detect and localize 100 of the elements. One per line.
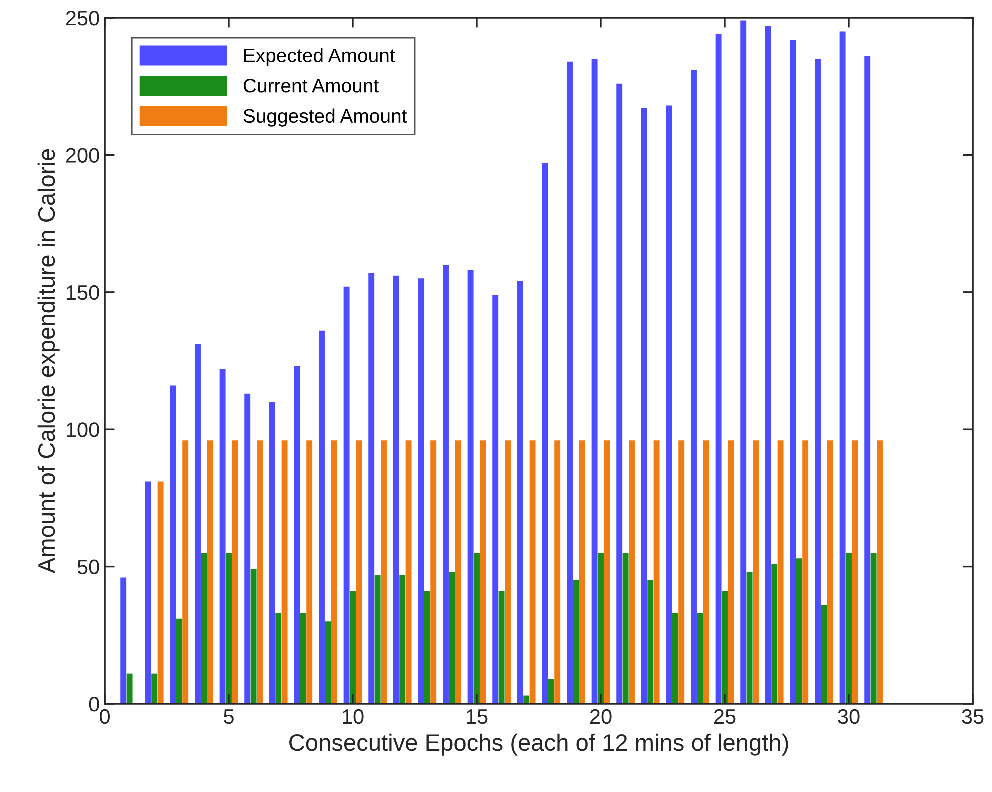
bar xyxy=(852,440,858,704)
bar xyxy=(567,62,573,704)
bar xyxy=(381,440,387,704)
bar xyxy=(821,605,828,704)
bar xyxy=(120,578,127,704)
bar xyxy=(232,440,238,704)
bar xyxy=(796,558,802,704)
y-tick-label: 150 xyxy=(66,285,100,300)
bar xyxy=(592,59,598,704)
bar xyxy=(716,34,722,704)
bar xyxy=(424,591,430,704)
bar xyxy=(449,572,456,704)
bar xyxy=(616,84,623,704)
bar xyxy=(654,440,660,704)
bar xyxy=(257,440,263,704)
bar xyxy=(201,553,208,704)
bar xyxy=(815,59,821,704)
bar xyxy=(666,106,672,704)
x-tick-label: 30 xyxy=(838,709,860,724)
bar xyxy=(195,344,201,704)
bar xyxy=(678,440,685,704)
bar xyxy=(220,369,226,704)
bar xyxy=(753,440,759,704)
bar xyxy=(406,440,412,704)
bar xyxy=(331,440,338,704)
bar xyxy=(846,553,852,704)
bar xyxy=(226,553,232,704)
bar xyxy=(374,575,381,704)
bar xyxy=(170,386,176,704)
bar xyxy=(697,613,704,704)
bar xyxy=(703,440,710,704)
bar xyxy=(145,482,152,704)
bar xyxy=(152,674,158,704)
bar xyxy=(746,572,753,704)
bar xyxy=(542,163,548,704)
bar xyxy=(648,580,654,704)
bar xyxy=(368,273,375,704)
bar xyxy=(418,278,424,704)
y-tick-label: 100 xyxy=(66,422,100,438)
x-tick-label: 25 xyxy=(714,709,736,724)
bar xyxy=(356,440,362,704)
bar xyxy=(350,591,356,704)
bar xyxy=(604,440,610,704)
bar xyxy=(393,276,400,704)
bar xyxy=(691,70,697,704)
bar xyxy=(672,613,678,704)
bar xyxy=(548,679,554,704)
x-tick-label: 10 xyxy=(343,709,364,724)
bar xyxy=(443,264,449,704)
bar xyxy=(722,591,728,704)
bar xyxy=(778,440,784,704)
bar xyxy=(517,281,524,704)
bar xyxy=(455,440,462,704)
bar xyxy=(158,482,164,704)
bar xyxy=(306,440,313,704)
bar xyxy=(598,553,604,704)
legend-label: Expected Amount xyxy=(244,48,396,66)
bar xyxy=(319,330,325,704)
bar xyxy=(498,591,505,704)
bar xyxy=(641,108,648,704)
bar xyxy=(505,440,511,704)
bar xyxy=(276,613,282,704)
bar xyxy=(802,440,809,704)
bar xyxy=(864,56,871,704)
bar xyxy=(176,618,182,704)
bar xyxy=(728,440,734,704)
bar xyxy=(126,674,133,704)
bar xyxy=(492,295,499,704)
bar xyxy=(344,286,350,704)
x-axis-title: Consecutive Epochs (each of 12 mins of length) xyxy=(290,734,788,756)
x-tick-label: 35 xyxy=(962,709,984,724)
bar xyxy=(573,580,580,704)
bar xyxy=(765,26,772,704)
bar xyxy=(772,564,778,704)
y-tick-label: 250 xyxy=(66,11,100,26)
bar xyxy=(207,440,214,704)
legend-label: Suggested Amount xyxy=(244,108,408,127)
x-tick-label: 15 xyxy=(467,710,488,724)
bar xyxy=(300,613,306,704)
x-tick-label: 20 xyxy=(590,709,612,724)
y-axis-title: Amount of Calorie expenditure in Calorie xyxy=(38,149,60,574)
bar xyxy=(250,570,257,704)
bar xyxy=(269,402,276,704)
bar xyxy=(474,553,480,704)
bar xyxy=(554,440,561,704)
x-tick-label: 0 xyxy=(100,709,110,724)
bar xyxy=(325,622,332,704)
bar xyxy=(400,575,406,704)
bar xyxy=(579,440,586,704)
bar xyxy=(877,440,883,704)
bar xyxy=(294,366,300,704)
bar xyxy=(244,394,251,704)
y-tick-label: 50 xyxy=(78,560,100,575)
bar xyxy=(629,440,635,704)
bar xyxy=(840,32,846,704)
bar xyxy=(468,270,474,704)
bar xyxy=(182,440,189,704)
y-tick-label: 200 xyxy=(66,148,100,163)
bar xyxy=(622,553,629,704)
bar xyxy=(790,40,796,704)
